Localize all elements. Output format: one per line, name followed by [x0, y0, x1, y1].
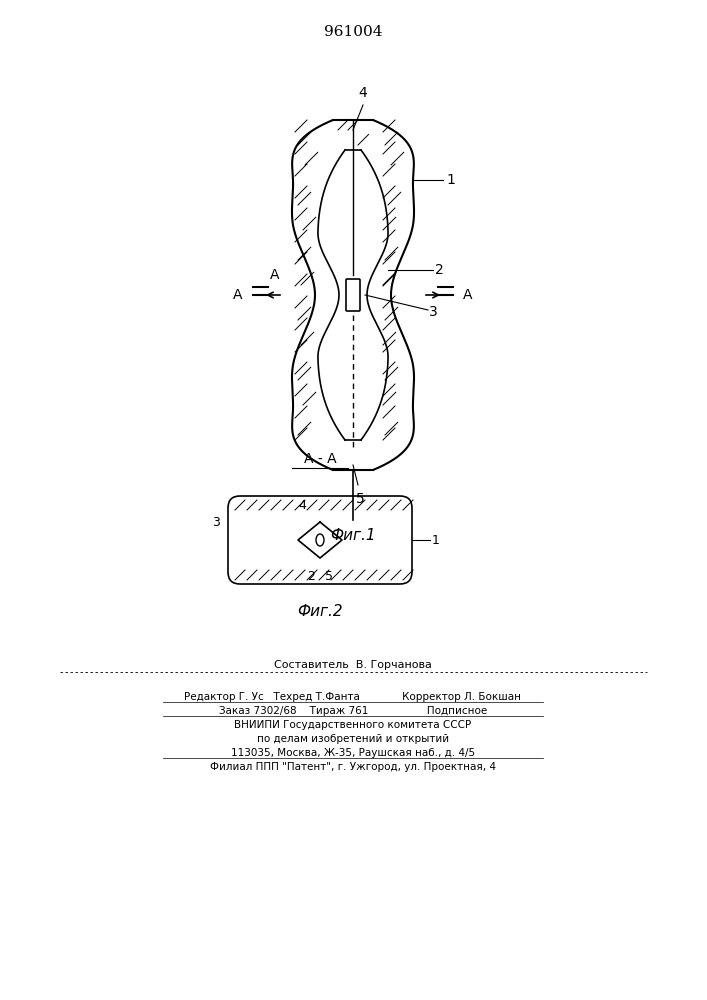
Text: по делам изобретений и открытий: по делам изобретений и открытий [257, 734, 449, 744]
Text: 3: 3 [429, 305, 438, 319]
Text: A - A: A - A [304, 452, 337, 466]
Text: 113035, Москва, Ж-35, Раушская наб., д. 4/5: 113035, Москва, Ж-35, Раушская наб., д. … [231, 748, 475, 758]
Text: 4: 4 [298, 499, 306, 512]
Text: 2: 2 [307, 570, 315, 583]
Text: A: A [270, 268, 280, 282]
Text: Фиг.1: Фиг.1 [330, 528, 376, 542]
Text: Редактор Г. Ус   Техред Т.Фанта             Корректор Л. Бокшан: Редактор Г. Ус Техред Т.Фанта Корректор … [185, 692, 522, 702]
Text: 961004: 961004 [324, 25, 382, 39]
Text: 1: 1 [446, 173, 455, 187]
Text: 4: 4 [358, 86, 367, 100]
Text: 1: 1 [432, 534, 440, 546]
Text: 5: 5 [325, 570, 333, 583]
Text: 5: 5 [356, 492, 365, 506]
Ellipse shape [316, 534, 324, 546]
Text: Филиал ППП "Патент", г. Ужгород, ул. Проектная, 4: Филиал ППП "Патент", г. Ужгород, ул. Про… [210, 762, 496, 772]
Text: A: A [463, 288, 473, 302]
Text: 3: 3 [212, 516, 220, 528]
FancyBboxPatch shape [346, 279, 360, 311]
Text: Фиг.2: Фиг.2 [297, 604, 343, 619]
Text: Составитель  В. Горчанова: Составитель В. Горчанова [274, 660, 432, 670]
Text: A: A [233, 288, 243, 302]
FancyBboxPatch shape [228, 496, 412, 584]
Text: Заказ 7302/68    Тираж 761                  Подписное: Заказ 7302/68 Тираж 761 Подписное [219, 706, 487, 716]
Text: ВНИИПИ Государственного комитета СССР: ВНИИПИ Государственного комитета СССР [235, 720, 472, 730]
Text: 2: 2 [435, 263, 444, 277]
